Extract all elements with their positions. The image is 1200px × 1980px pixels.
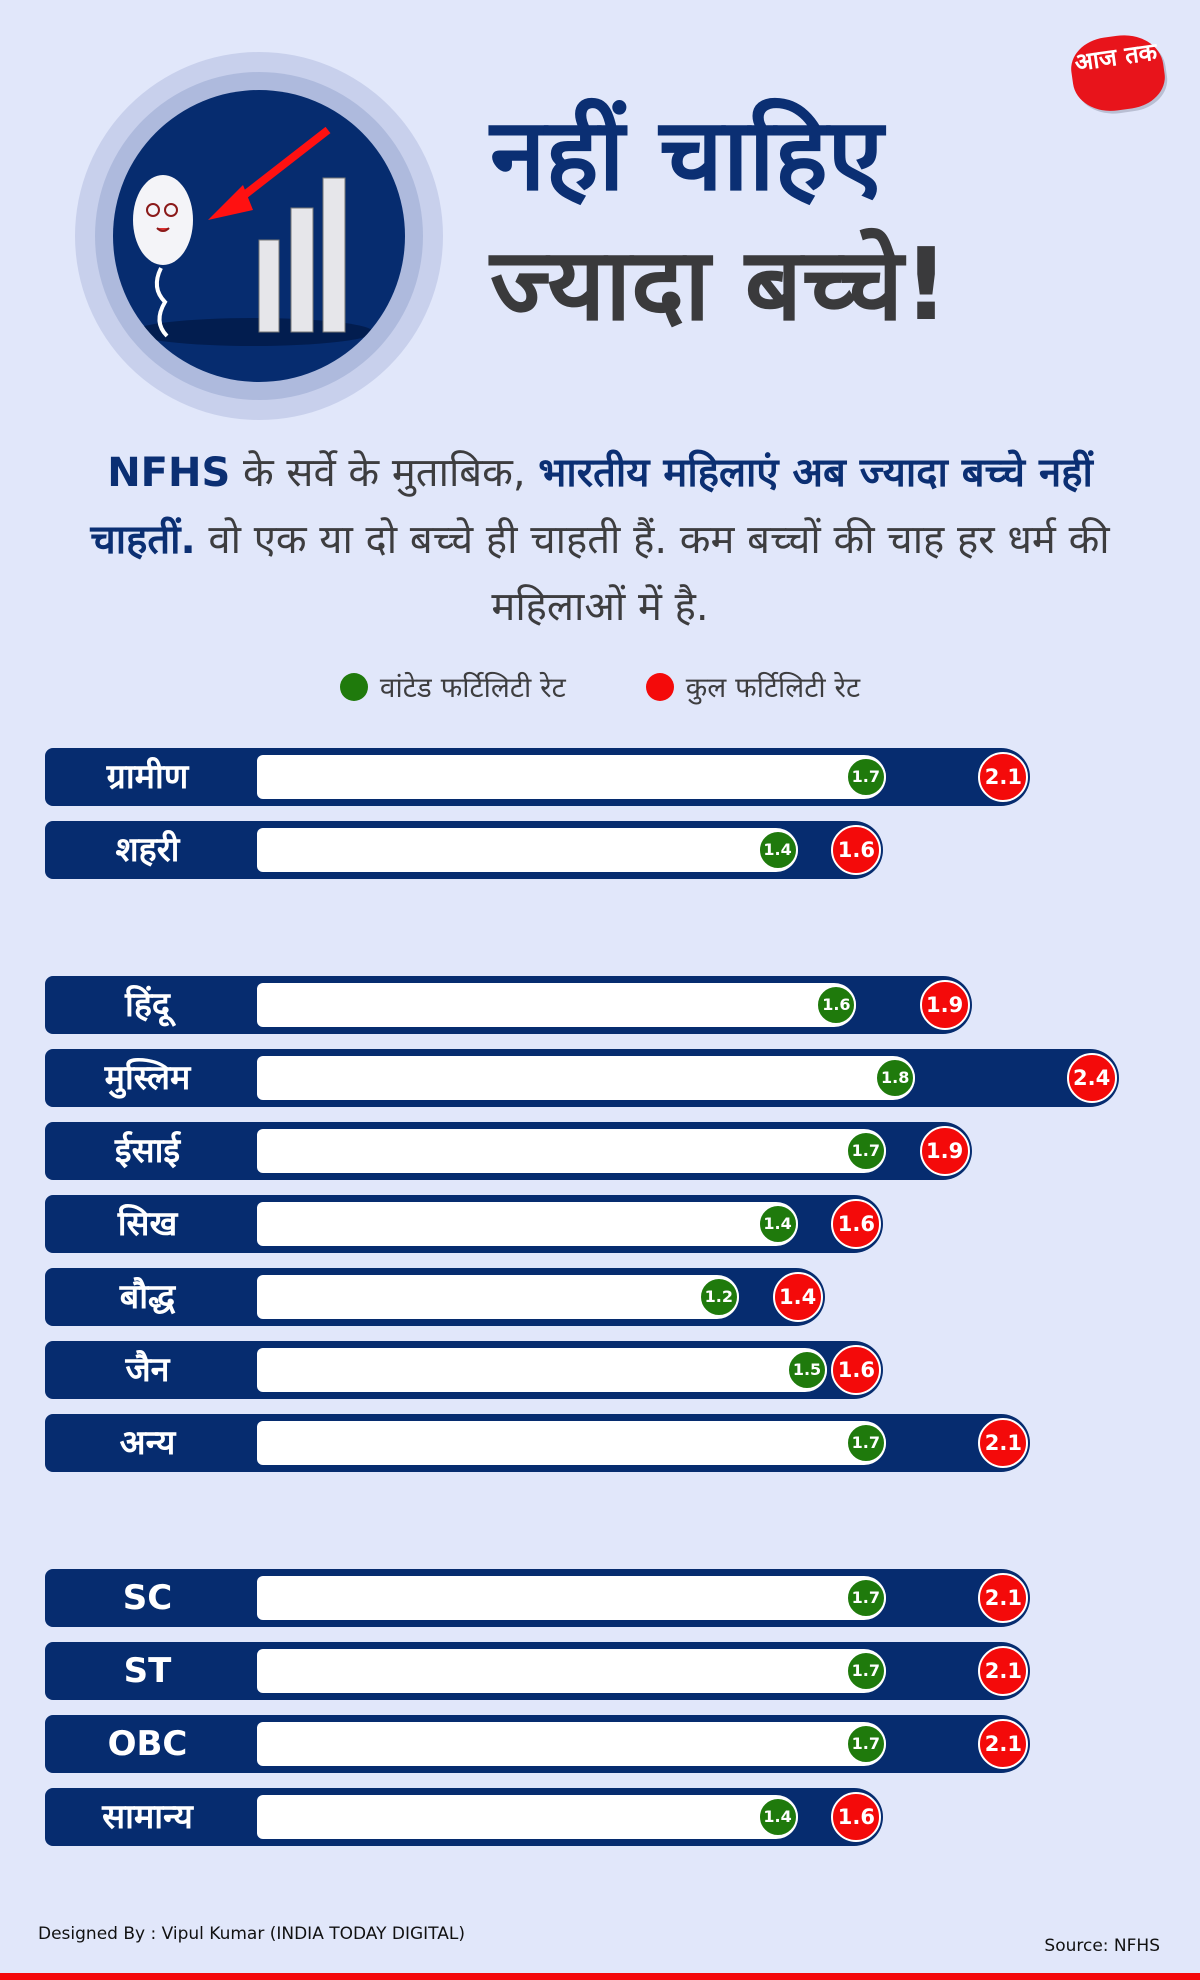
bar-row: ग्रामीण 1.7 2.1 xyxy=(45,748,1031,806)
bar-row: ST 1.7 2.1 xyxy=(45,1642,1031,1700)
bottom-red-line xyxy=(0,1973,1200,1980)
category-label: ग्रामीण xyxy=(106,757,189,797)
wanted-bar xyxy=(257,1056,916,1100)
wanted-bar xyxy=(257,1421,886,1465)
category-label: सिख xyxy=(117,1204,178,1244)
legend-item-wanted: वांटेड फर्टिलिटी रेट xyxy=(339,668,566,706)
intro-bold-1: NFHS xyxy=(107,450,231,496)
wanted-bar xyxy=(257,1275,739,1319)
wanted-value-label: 1.8 xyxy=(875,1058,916,1098)
title-line-1: नहीं चाहिए xyxy=(490,96,884,213)
sperm-declining-chart-illustration xyxy=(133,126,373,346)
bar-row: हिंदू 1.6 1.9 xyxy=(45,976,972,1034)
wanted-bar xyxy=(257,1202,798,1246)
bar-row: सिख 1.4 1.6 xyxy=(45,1195,884,1253)
wanted-value-label: 1.7 xyxy=(845,1131,886,1171)
total-value-label: 1.6 xyxy=(831,1199,882,1249)
wanted-value-label: 1.4 xyxy=(757,1797,798,1837)
wanted-bar xyxy=(257,755,886,799)
bar-row: मुस्लिम 1.8 2.4 xyxy=(45,1049,1119,1107)
green-dot-icon xyxy=(339,673,368,701)
bar-row: ईसाई 1.7 1.9 xyxy=(45,1122,972,1180)
category-label: ST xyxy=(123,1651,172,1691)
wanted-bar xyxy=(257,1795,798,1839)
bar-row: शहरी 1.4 1.6 xyxy=(45,821,884,879)
wanted-value-label: 1.5 xyxy=(787,1350,827,1390)
wanted-bar xyxy=(257,1348,827,1392)
wanted-bar xyxy=(257,828,798,872)
category-label: OBC xyxy=(107,1724,188,1764)
wanted-bar xyxy=(257,1576,886,1620)
intro-text-1: के सर्वे के मुताबिक, xyxy=(230,450,539,496)
wanted-value-label: 1.7 xyxy=(845,1724,886,1764)
total-value-label: 2.4 xyxy=(1066,1053,1117,1103)
legend: वांटेड फर्टिलिटी रेट कुल फर्टिलिटी रेट xyxy=(0,668,1200,706)
total-value-label: 2.1 xyxy=(978,1646,1029,1696)
bar-row: OBC 1.7 2.1 xyxy=(45,1715,1031,1773)
total-value-label: 1.9 xyxy=(919,1126,970,1176)
designer-credit: Designed By : Vipul Kumar (INDIA TODAY D… xyxy=(38,1924,465,1944)
bar-row: अन्य 1.7 2.1 xyxy=(45,1414,1031,1472)
title-line-2: ज्यादा बच्चे! xyxy=(490,226,949,343)
wanted-value-label: 1.2 xyxy=(698,1277,739,1317)
total-value-label: 2.1 xyxy=(978,1573,1029,1623)
wanted-value-label: 1.7 xyxy=(845,1423,886,1463)
wanted-bar xyxy=(257,1649,886,1693)
total-value-label: 1.6 xyxy=(831,825,882,875)
source-note: Source: NFHS xyxy=(1044,1936,1160,1956)
total-value-label: 2.1 xyxy=(978,1719,1029,1769)
wanted-bar xyxy=(257,1722,886,1766)
wanted-value-label: 1.7 xyxy=(845,1651,886,1691)
intro-text-2: वो एक या दो बच्चे ही चाहती हैं. कम बच्चो… xyxy=(195,517,1110,630)
wanted-value-label: 1.7 xyxy=(845,757,886,797)
bar-row: बौद्ध 1.2 1.4 xyxy=(45,1268,825,1326)
legend-label: कुल फर्टिलिटी रेट xyxy=(685,671,861,704)
total-value-label: 1.9 xyxy=(919,980,970,1030)
category-label: मुस्लिम xyxy=(104,1058,191,1098)
total-value-label: 2.1 xyxy=(978,752,1029,802)
category-label: अन्य xyxy=(119,1423,176,1463)
illustration-circle xyxy=(113,90,405,382)
category-label: बौद्ध xyxy=(119,1277,176,1317)
category-label: सामान्य xyxy=(102,1797,193,1837)
wanted-value-label: 1.4 xyxy=(757,1204,798,1244)
total-value-label: 1.4 xyxy=(772,1272,823,1322)
category-label: जैन xyxy=(125,1350,170,1390)
bar-row: सामान्य 1.4 1.6 xyxy=(45,1788,884,1846)
wanted-value-label: 1.4 xyxy=(757,830,798,870)
total-value-label: 1.6 xyxy=(831,1792,882,1842)
total-value-label: 2.1 xyxy=(978,1418,1029,1468)
category-label: शहरी xyxy=(115,830,180,870)
category-label: ईसाई xyxy=(114,1131,181,1171)
category-label: SC xyxy=(122,1578,173,1618)
legend-label: वांटेड फर्टिलिटी रेट xyxy=(379,671,566,704)
bar-row: SC 1.7 2.1 xyxy=(45,1569,1031,1627)
intro-paragraph: NFHS के सर्वे के मुताबिक, भारतीय महिलाएं… xyxy=(60,440,1140,641)
bar-row: जैन 1.5 1.6 xyxy=(45,1341,884,1399)
intro-bold-2: भारतीय महिलाएं अब ज्यादा बच्चे नहीं चाहत… xyxy=(90,450,1093,563)
wanted-value-label: 1.6 xyxy=(816,985,857,1025)
wanted-bar xyxy=(257,1129,886,1173)
red-dot-icon xyxy=(645,673,674,701)
wanted-bar xyxy=(257,983,857,1027)
legend-item-total: कुल फर्टिलिटी रेट xyxy=(645,668,861,706)
wanted-value-label: 1.7 xyxy=(845,1578,886,1618)
category-label: हिंदू xyxy=(125,985,170,1025)
total-value-label: 1.6 xyxy=(831,1345,882,1395)
